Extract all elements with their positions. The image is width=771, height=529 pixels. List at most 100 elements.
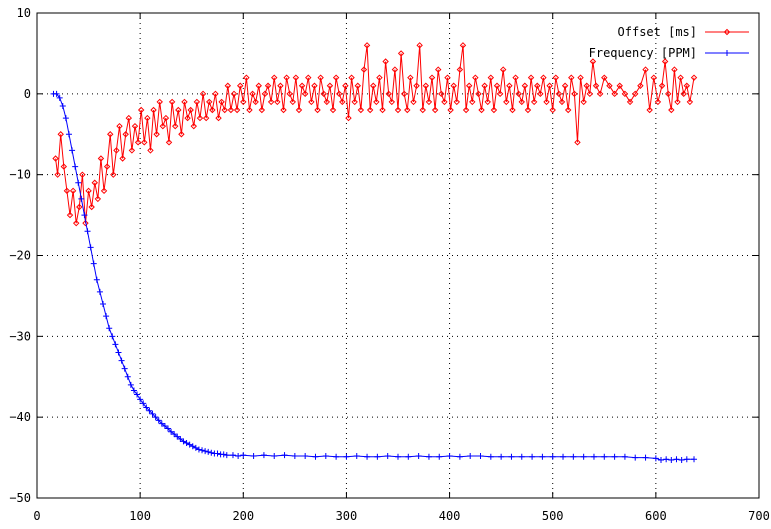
data-point	[119, 155, 126, 162]
data-point	[342, 82, 349, 89]
y-tick-label: −40	[9, 410, 31, 424]
x-tick-label: 300	[336, 509, 358, 523]
data-point	[168, 98, 176, 106]
series-line	[55, 45, 695, 224]
data-point	[459, 42, 467, 49]
data-point	[214, 450, 221, 457]
data-point	[115, 349, 122, 356]
x-tick-label: 600	[645, 509, 667, 523]
data-point	[493, 82, 501, 89]
y-tick-label: −50	[9, 491, 31, 505]
data-point	[243, 74, 250, 81]
data-point	[301, 90, 309, 98]
data-point	[116, 122, 123, 130]
data-point	[72, 219, 80, 227]
data-point	[88, 203, 95, 211]
data-point	[413, 82, 420, 89]
data-point	[312, 453, 319, 460]
data-point	[57, 131, 64, 138]
data-point	[478, 106, 485, 114]
data-point	[407, 74, 414, 81]
data-point	[534, 82, 541, 89]
data-point	[642, 454, 649, 461]
data-point	[357, 106, 365, 114]
data-point	[103, 313, 110, 320]
data-point	[580, 98, 587, 106]
data-point	[558, 98, 566, 106]
data-point	[336, 90, 343, 98]
data-point	[141, 139, 148, 146]
data-point	[394, 106, 402, 114]
data-point	[400, 90, 408, 98]
data-point	[322, 452, 329, 459]
data-point	[606, 82, 613, 89]
data-point	[416, 42, 423, 49]
data-point	[249, 90, 256, 98]
data-point	[199, 447, 206, 454]
data-point	[221, 106, 228, 114]
data-point	[264, 82, 272, 89]
data-point	[590, 453, 597, 460]
y-tick-labels: −50 −40 −30 −20 −10 0 10	[9, 6, 31, 505]
data-point	[122, 131, 129, 138]
data-point	[150, 106, 157, 114]
data-point	[131, 122, 139, 130]
data-point	[230, 90, 238, 98]
data-point	[280, 106, 287, 114]
data-point	[621, 453, 628, 460]
data-point	[192, 444, 199, 451]
data-point	[499, 66, 507, 73]
data-point	[240, 452, 247, 459]
y-tick-label: −20	[9, 249, 31, 263]
data-point	[224, 82, 232, 89]
data-point	[650, 74, 658, 81]
data-point	[291, 452, 298, 459]
data-point	[65, 131, 72, 138]
data-point	[118, 357, 125, 364]
data-point	[422, 82, 430, 89]
data-point	[246, 106, 253, 114]
data-point	[206, 98, 213, 106]
data-point	[353, 452, 360, 459]
data-point	[218, 98, 225, 106]
data-point	[589, 58, 597, 65]
data-point	[540, 74, 547, 81]
data-point	[171, 431, 178, 438]
data-point	[140, 400, 147, 407]
data-point	[332, 74, 340, 81]
data-point	[345, 114, 352, 122]
data-point	[320, 90, 327, 98]
data-point	[195, 446, 202, 453]
data-point	[106, 325, 113, 332]
data-point	[374, 453, 381, 460]
data-point	[503, 98, 510, 106]
data-point	[518, 98, 525, 106]
y-tick-label: −30	[9, 329, 31, 343]
data-point	[425, 453, 432, 460]
data-point	[574, 139, 581, 146]
data-point	[539, 453, 546, 460]
series-0	[52, 42, 698, 227]
data-point	[496, 90, 504, 98]
data-point	[691, 456, 698, 463]
data-point	[302, 452, 309, 459]
tick-marks	[36, 12, 760, 499]
data-point	[190, 122, 197, 130]
data-point	[181, 98, 188, 106]
y-tick-label: −10	[9, 168, 31, 182]
data-point	[75, 179, 82, 186]
data-point	[121, 365, 128, 372]
data-point	[467, 452, 474, 459]
data-point	[153, 131, 160, 138]
data-point	[549, 106, 556, 114]
data-point	[186, 441, 193, 448]
data-point	[134, 139, 142, 146]
data-point	[441, 98, 448, 106]
data-point	[518, 453, 525, 460]
legend-label-frequency: Frequency [PPM]	[589, 46, 697, 60]
data-point	[363, 42, 371, 49]
data-point	[677, 74, 684, 81]
data-point	[271, 452, 278, 459]
data-point	[156, 98, 163, 106]
data-point	[261, 90, 269, 98]
